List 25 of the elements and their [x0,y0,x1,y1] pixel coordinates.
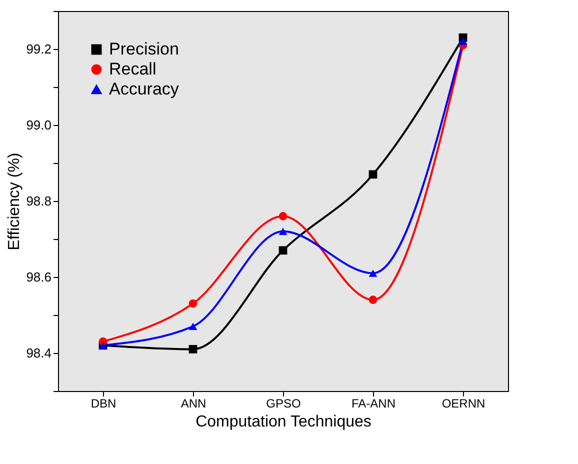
y-axis-title: Efficiency (%) [6,152,24,250]
point [188,345,198,354]
point [458,38,468,46]
point [188,299,198,308]
y-tick-label: 98.4 [26,346,52,360]
point [278,246,288,255]
legend-label: Accuracy [109,80,180,98]
point [368,296,378,304]
point [188,322,198,330]
x-tick-label: GPSO [266,396,301,410]
x-axis-title: Computation Techniques [196,414,372,430]
y-tick-label: 99.2 [26,42,52,56]
legend-label: Precision [109,40,179,58]
point [278,228,288,236]
legend-label: Recall [109,60,156,78]
y-tick-label: 98.8 [26,194,52,208]
x-tick-label: OERNN [442,396,486,410]
x-tick-label: FA-ANN [351,396,396,410]
x-tick-label: DBN [90,396,116,410]
y-tick-label: 98.6 [26,270,52,284]
point [368,270,378,277]
x-tick-label: ANN [180,396,206,410]
point [278,212,288,220]
y-tick-label: 99.0 [26,118,52,132]
point [368,170,378,179]
